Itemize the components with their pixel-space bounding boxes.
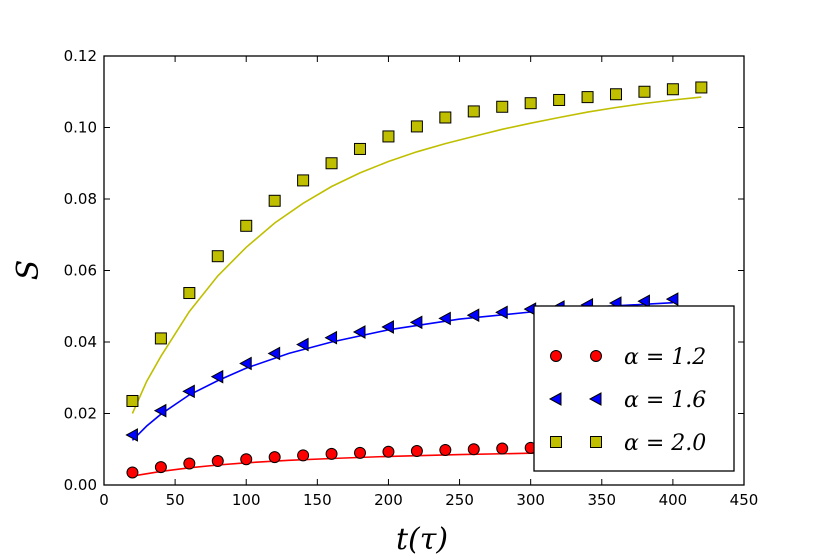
point-series-3 bbox=[467, 105, 480, 118]
point-series-1 bbox=[325, 447, 338, 460]
point-series-2 bbox=[296, 337, 309, 352]
legend-marker-3 bbox=[590, 436, 602, 448]
legend-marker-3 bbox=[550, 436, 562, 448]
legend-box bbox=[533, 305, 735, 472]
point-series-1 bbox=[467, 443, 480, 456]
point-series-2 bbox=[352, 325, 366, 339]
point-series-3 bbox=[439, 111, 452, 124]
fit-line-series-1 bbox=[132, 451, 602, 477]
y-tick-label: 0.12 bbox=[64, 47, 97, 65]
point-series-3 bbox=[610, 88, 622, 101]
legend-label-1: α = 1.2 bbox=[624, 345, 706, 370]
point-series-2 bbox=[409, 315, 423, 330]
point-series-2 bbox=[381, 320, 394, 334]
point-series-1 bbox=[382, 445, 395, 458]
point-series-3 bbox=[268, 194, 281, 207]
x-tick-label: 400 bbox=[659, 491, 688, 509]
legend-marker-2 bbox=[588, 392, 602, 406]
point-series-3 bbox=[126, 394, 139, 407]
data-points bbox=[125, 81, 708, 479]
point-series-1 bbox=[154, 461, 167, 474]
point-series-1 bbox=[410, 445, 423, 458]
y-axis-label: S bbox=[11, 260, 46, 281]
x-tick-label: 350 bbox=[587, 491, 616, 509]
point-series-1 bbox=[240, 453, 253, 466]
point-series-2 bbox=[324, 330, 338, 345]
point-series-3 bbox=[695, 81, 708, 94]
x-tick-label: 250 bbox=[445, 491, 474, 509]
point-series-3 bbox=[211, 250, 224, 263]
point-series-3 bbox=[553, 93, 566, 106]
point-series-2 bbox=[182, 384, 195, 399]
legend-label-2: α = 1.6 bbox=[624, 388, 706, 413]
fit-line-series-3 bbox=[131, 96, 702, 414]
point-series-2 bbox=[125, 428, 138, 442]
legend-label-3: α = 2.0 bbox=[624, 431, 706, 456]
point-series-2 bbox=[153, 403, 167, 418]
point-series-1 bbox=[211, 455, 224, 468]
x-tick-label: 450 bbox=[730, 491, 759, 509]
x-tick-label: 0 bbox=[99, 491, 109, 509]
point-series-2 bbox=[438, 311, 451, 326]
y-tick-label: 0.02 bbox=[64, 405, 97, 423]
point-series-3 bbox=[240, 219, 253, 232]
point-series-1 bbox=[439, 443, 452, 456]
point-series-3 bbox=[496, 100, 509, 113]
point-series-3 bbox=[297, 174, 310, 187]
point-series-1 bbox=[354, 446, 366, 459]
legend-marker-2 bbox=[548, 392, 562, 406]
point-series-1 bbox=[496, 442, 509, 455]
point-series-3 bbox=[666, 83, 679, 96]
legend-marker-1 bbox=[590, 350, 602, 362]
y-tick-label: 0.00 bbox=[64, 476, 97, 494]
axis-ticks: 0 50 100 150 200 250 300 350 400 450 0.00 0.02 0.04 0… bbox=[64, 47, 759, 509]
y-tick-label: 0.10 bbox=[64, 119, 97, 137]
point-series-2 bbox=[637, 294, 650, 309]
x-tick-label: 300 bbox=[516, 491, 545, 509]
point-series-1 bbox=[268, 451, 281, 464]
point-series-2 bbox=[466, 308, 480, 323]
x-tick-label: 150 bbox=[303, 491, 332, 509]
point-series-3 bbox=[638, 85, 651, 98]
point-series-2 bbox=[210, 369, 224, 384]
point-series-2 bbox=[239, 356, 252, 371]
plot-frame bbox=[103, 55, 745, 486]
point-series-1 bbox=[183, 457, 196, 470]
point-series-3 bbox=[581, 91, 594, 104]
point-series-3 bbox=[524, 97, 537, 110]
y-tick-label: 0.04 bbox=[64, 333, 97, 351]
point-series-3 bbox=[354, 142, 366, 155]
point-series-2 bbox=[267, 346, 281, 361]
x-tick-label: 50 bbox=[166, 491, 185, 509]
point-series-2 bbox=[495, 305, 508, 320]
point-series-3 bbox=[325, 157, 338, 170]
legend-marker-1 bbox=[550, 350, 562, 362]
point-series-1 bbox=[126, 466, 139, 479]
point-series-3 bbox=[410, 120, 423, 133]
point-series-3 bbox=[382, 130, 395, 143]
x-axis-label: t(τ) bbox=[396, 522, 448, 554]
x-tick-label: 100 bbox=[232, 491, 261, 509]
x-tick-label: 200 bbox=[374, 491, 403, 509]
point-series-3 bbox=[183, 287, 196, 300]
point-series-1 bbox=[297, 449, 310, 462]
point-series-2 bbox=[665, 292, 679, 306]
y-tick-label: 0.06 bbox=[64, 262, 97, 280]
y-tick-label: 0.08 bbox=[64, 190, 97, 208]
legend: α = 1.2 α = 1.6 α = 2.0 bbox=[533, 305, 735, 472]
point-series-3 bbox=[154, 332, 167, 345]
